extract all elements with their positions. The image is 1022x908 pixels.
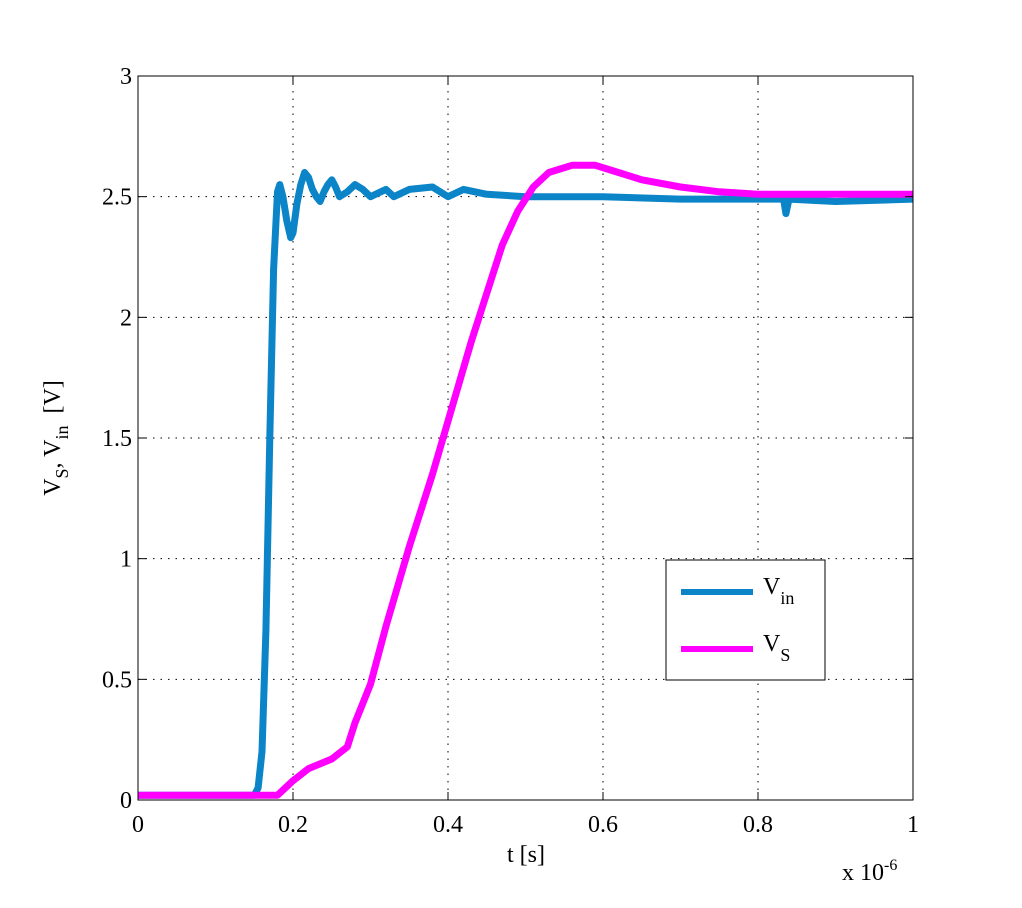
y-tick-label: 3 (120, 64, 132, 90)
legend-label-vin: Vin (763, 574, 794, 608)
x-multiplier: x 10-6 (842, 857, 897, 886)
series-line-v-s (138, 161, 913, 799)
ticks (137, 75, 914, 801)
y-tick-label: 1.5 (102, 426, 132, 452)
legend-box (665, 559, 826, 681)
y-tick-label: 2 (120, 305, 132, 331)
x-tick-label: 0.8 (743, 812, 773, 838)
plot-lines (138, 161, 914, 799)
tick-labels: 0 0.2 0.4 0.6 0.8 1 0 0.5 1 1.5 2 2.5 3 (102, 64, 919, 838)
x-axis-label: t [s] (507, 842, 545, 868)
y-axis-label: VS, Vin [V] (40, 380, 72, 496)
x-tick-label: 0.2 (278, 812, 308, 838)
x-tick-label: 1 (907, 812, 919, 838)
y-tick-label: 0.5 (102, 667, 132, 693)
y-tick-label: 1 (120, 547, 132, 573)
y-tick-label: 0 (120, 788, 132, 814)
x-tick-label: 0 (132, 812, 144, 838)
grid (138, 76, 913, 800)
legend: Vin VS (665, 559, 826, 681)
series-line-v-in (138, 169, 914, 799)
y-tick-label: 2.5 (102, 185, 132, 211)
x-tick-label: 0.4 (433, 812, 463, 838)
x-tick-label: 0.6 (588, 812, 618, 838)
legend-label-vs: VS (763, 631, 790, 665)
plot-frame (137, 75, 914, 801)
